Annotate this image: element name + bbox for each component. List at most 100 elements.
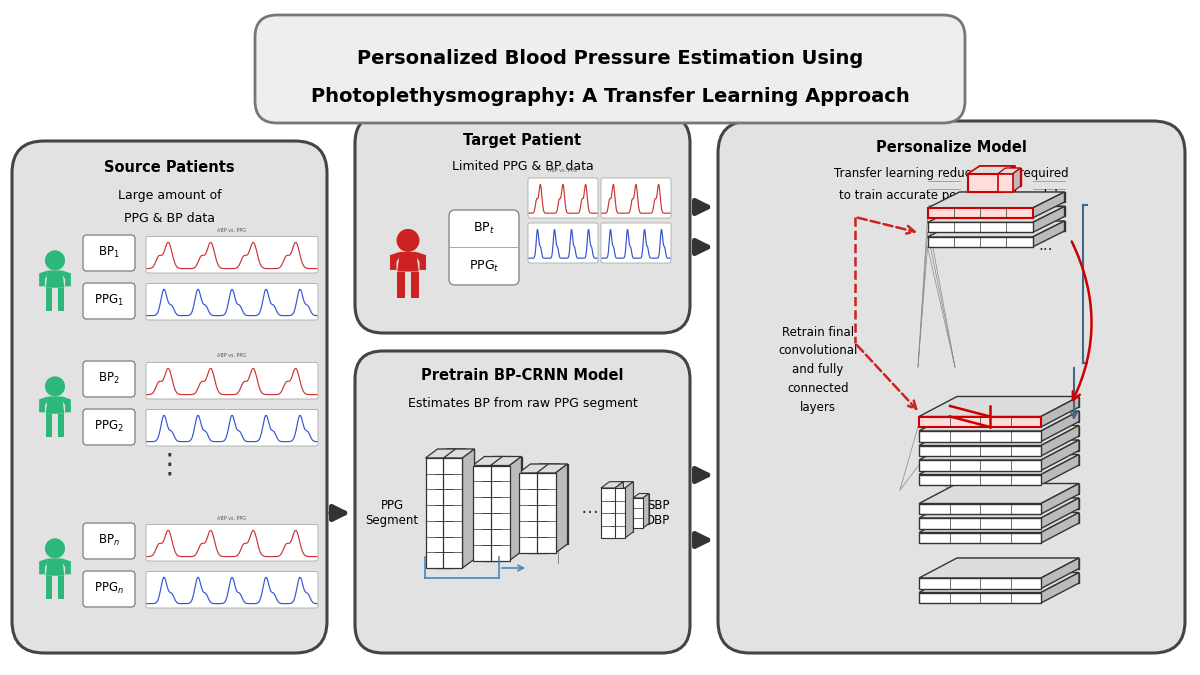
Polygon shape: [444, 458, 462, 568]
FancyBboxPatch shape: [146, 284, 318, 320]
Polygon shape: [462, 449, 474, 568]
Text: PPG$_t$: PPG$_t$: [469, 259, 499, 274]
Polygon shape: [919, 425, 1079, 446]
Polygon shape: [456, 449, 474, 559]
Text: Limited PPG & BP data: Limited PPG & BP data: [451, 159, 593, 173]
Polygon shape: [473, 456, 504, 466]
Text: PPG$_n$: PPG$_n$: [94, 581, 124, 596]
FancyBboxPatch shape: [83, 409, 134, 445]
Polygon shape: [616, 482, 624, 538]
Polygon shape: [997, 168, 1020, 174]
Polygon shape: [528, 464, 558, 473]
FancyBboxPatch shape: [83, 523, 134, 559]
Polygon shape: [967, 166, 1014, 174]
Polygon shape: [960, 221, 1064, 231]
Polygon shape: [960, 192, 1064, 202]
Polygon shape: [919, 558, 1079, 578]
Polygon shape: [919, 578, 1042, 589]
Text: ABP vs. PPG: ABP vs. PPG: [217, 516, 246, 520]
Polygon shape: [538, 464, 550, 553]
Circle shape: [44, 377, 65, 396]
Polygon shape: [444, 449, 456, 568]
Polygon shape: [62, 396, 71, 412]
Polygon shape: [958, 411, 1079, 421]
Polygon shape: [619, 482, 634, 532]
Text: ABP vs. PPG: ABP vs. PPG: [547, 167, 576, 173]
Polygon shape: [1042, 572, 1079, 603]
Polygon shape: [643, 493, 649, 528]
Polygon shape: [58, 414, 65, 437]
Polygon shape: [1002, 166, 1014, 192]
Polygon shape: [390, 252, 400, 270]
Polygon shape: [500, 456, 512, 560]
Polygon shape: [958, 498, 1079, 508]
Polygon shape: [611, 482, 634, 488]
Polygon shape: [958, 440, 1079, 450]
FancyBboxPatch shape: [83, 235, 134, 271]
Text: ···: ···: [570, 504, 599, 522]
Polygon shape: [919, 460, 1042, 470]
Text: BP$_t$: BP$_t$: [473, 221, 494, 236]
FancyBboxPatch shape: [254, 15, 965, 123]
Polygon shape: [444, 449, 474, 458]
Polygon shape: [540, 464, 558, 544]
Polygon shape: [446, 449, 466, 559]
Text: ABP vs. PPG: ABP vs. PPG: [217, 227, 246, 232]
Polygon shape: [1042, 483, 1079, 514]
Polygon shape: [546, 464, 558, 553]
Polygon shape: [46, 271, 65, 288]
Text: Pretrain BP-CRNN Model: Pretrain BP-CRNN Model: [421, 369, 624, 383]
Polygon shape: [1042, 454, 1079, 485]
Polygon shape: [967, 174, 1002, 192]
Polygon shape: [634, 498, 643, 528]
Polygon shape: [611, 488, 625, 538]
Polygon shape: [919, 411, 1079, 431]
Text: BP$_n$: BP$_n$: [98, 533, 120, 548]
Polygon shape: [397, 252, 419, 271]
Polygon shape: [919, 504, 1042, 514]
Polygon shape: [928, 237, 1032, 247]
Polygon shape: [958, 425, 1079, 436]
Polygon shape: [958, 454, 1079, 465]
Polygon shape: [438, 449, 456, 559]
Polygon shape: [919, 533, 1042, 543]
FancyBboxPatch shape: [355, 351, 690, 653]
FancyBboxPatch shape: [146, 410, 318, 446]
Text: to train accurate personalized models: to train accurate personalized models: [839, 188, 1064, 202]
Polygon shape: [1042, 558, 1079, 589]
Polygon shape: [997, 174, 1013, 192]
Polygon shape: [536, 473, 556, 553]
Polygon shape: [919, 498, 1079, 518]
Polygon shape: [493, 456, 512, 551]
Polygon shape: [1042, 425, 1079, 456]
Polygon shape: [481, 456, 512, 466]
Polygon shape: [919, 512, 1079, 533]
Polygon shape: [510, 456, 522, 560]
FancyBboxPatch shape: [146, 524, 318, 561]
FancyBboxPatch shape: [83, 283, 134, 319]
Polygon shape: [919, 440, 1079, 460]
Polygon shape: [426, 458, 444, 568]
Polygon shape: [1042, 512, 1079, 543]
Text: PPG$_2$: PPG$_2$: [94, 419, 124, 434]
Polygon shape: [536, 464, 568, 473]
Polygon shape: [958, 572, 1079, 583]
Text: Estimates BP from raw PPG segment: Estimates BP from raw PPG segment: [408, 398, 637, 410]
Polygon shape: [919, 446, 1042, 456]
Polygon shape: [46, 288, 52, 311]
Polygon shape: [919, 396, 1079, 416]
FancyBboxPatch shape: [355, 115, 690, 333]
Polygon shape: [1032, 221, 1064, 247]
Polygon shape: [928, 221, 1064, 237]
Polygon shape: [979, 166, 1014, 184]
Polygon shape: [556, 464, 568, 553]
Polygon shape: [548, 464, 568, 544]
Polygon shape: [958, 512, 1079, 523]
FancyBboxPatch shape: [449, 210, 520, 285]
Polygon shape: [1032, 207, 1064, 232]
Polygon shape: [62, 271, 71, 286]
FancyBboxPatch shape: [718, 121, 1186, 653]
Polygon shape: [1042, 498, 1079, 529]
Polygon shape: [625, 482, 634, 538]
Polygon shape: [530, 464, 550, 544]
